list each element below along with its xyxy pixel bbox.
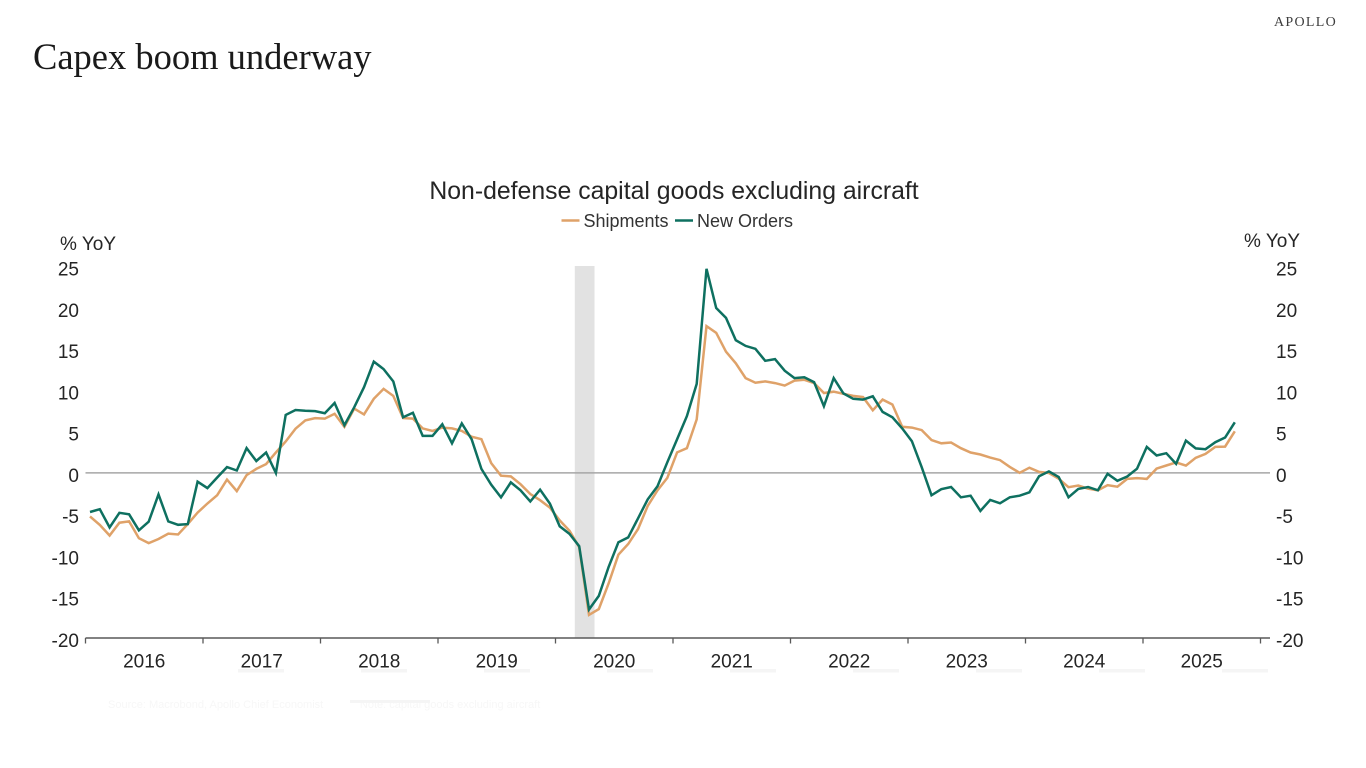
svg-text:20: 20 xyxy=(58,301,79,322)
svg-text:0: 0 xyxy=(1276,466,1287,487)
svg-text:Non-defense capital goods excl: Non-defense capital goods excluding airc… xyxy=(429,178,918,205)
svg-text:2025: 2025 xyxy=(1181,652,1223,673)
svg-text:2020: 2020 xyxy=(593,652,635,673)
svg-text:New Orders: New Orders xyxy=(697,211,793,231)
svg-text:2023: 2023 xyxy=(946,652,988,673)
svg-text:5: 5 xyxy=(1276,425,1287,446)
svg-text:2019: 2019 xyxy=(476,652,518,673)
svg-text:2018: 2018 xyxy=(358,652,400,673)
svg-text:% YoY: % YoY xyxy=(1244,231,1300,252)
svg-text:-20: -20 xyxy=(52,631,79,652)
svg-text:-10: -10 xyxy=(1276,548,1303,569)
svg-text:2022: 2022 xyxy=(828,652,870,673)
svg-text:2016: 2016 xyxy=(123,652,165,673)
svg-text:0: 0 xyxy=(68,466,79,487)
svg-text:15: 15 xyxy=(58,342,79,363)
svg-text:10: 10 xyxy=(58,383,79,404)
svg-text:-15: -15 xyxy=(1276,590,1303,611)
svg-text:2024: 2024 xyxy=(1063,652,1106,673)
svg-text:Shipments: Shipments xyxy=(584,211,669,231)
svg-text:-5: -5 xyxy=(1276,507,1293,528)
svg-text:-5: -5 xyxy=(62,507,79,528)
svg-text:2021: 2021 xyxy=(711,652,753,673)
svg-text:-15: -15 xyxy=(52,590,79,611)
svg-text:-10: -10 xyxy=(52,548,79,569)
svg-text:% YoY: % YoY xyxy=(60,234,116,255)
svg-text:10: 10 xyxy=(1276,383,1297,404)
svg-text:20: 20 xyxy=(1276,301,1297,322)
svg-text:-20: -20 xyxy=(1276,631,1303,652)
svg-text:25: 25 xyxy=(58,260,79,281)
svg-text:25: 25 xyxy=(1276,260,1297,281)
svg-text:15: 15 xyxy=(1276,342,1297,363)
svg-text:2017: 2017 xyxy=(241,652,283,673)
svg-text:5: 5 xyxy=(68,425,79,446)
